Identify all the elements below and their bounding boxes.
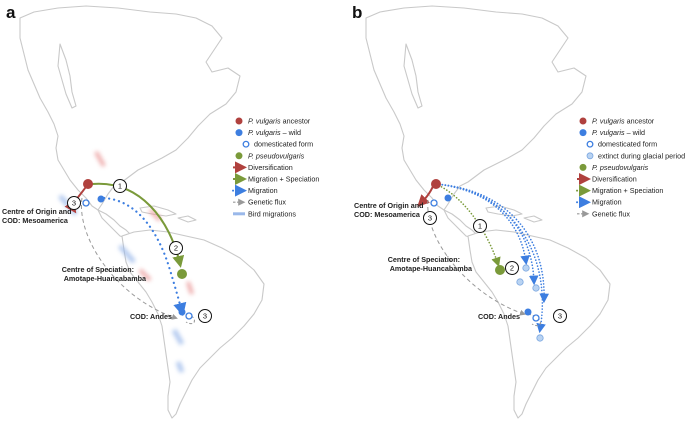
legend-item: P. vulgaris – wild [579, 128, 645, 137]
cod-andes-label: COD: Andes [130, 312, 172, 321]
legend-item: Genetic flux [577, 209, 630, 218]
legend-symbol [586, 140, 594, 148]
svg-text:3: 3 [72, 199, 76, 208]
legend-symbol [579, 129, 587, 137]
legend-b: P. vulgaris ancestor P. vulgaris – wild do… [576, 117, 685, 218]
marker-1-b: 1 [473, 219, 487, 233]
svg-text:2: 2 [510, 264, 514, 273]
extinct-dot [536, 334, 544, 342]
legend-label: P. vulgaris – wild [592, 128, 645, 137]
legend-label: Migration [592, 198, 622, 207]
wild-dot-andes [178, 308, 186, 316]
panel-a: a 1 2 3 3 Centre of Orig [2, 3, 319, 419]
svg-text:1: 1 [478, 222, 482, 231]
legend-label: Migration [248, 186, 278, 195]
legend-item: Migration + Speciation [576, 184, 663, 197]
legend-label: Bird migrations [248, 209, 296, 218]
origin-label-line2: COD: Mesoamerica [2, 216, 69, 225]
speciation-label-line2: Amotape-Huancabamba [64, 274, 147, 283]
domesticated-dot-andes-b [532, 314, 540, 322]
legend-item: Migration + Speciation [233, 173, 319, 185]
wild-dot [97, 195, 105, 203]
legend-symbol [242, 140, 250, 148]
domesticated-dot-andes [185, 312, 193, 320]
legend-symbol [579, 117, 587, 125]
panel-a-letter: a [6, 3, 16, 22]
legend-item: Migration [576, 196, 622, 209]
cod-andes-label-b: COD: Andes [478, 312, 520, 321]
legend-item: domesticated form [242, 140, 313, 149]
pseudovulgaris-dot-b [495, 265, 505, 275]
legend-label: domesticated form [254, 140, 313, 149]
legend-symbol [579, 163, 587, 171]
legend-label: Migration + Speciation [592, 186, 663, 195]
genetic-flux-arrow [80, 197, 178, 320]
ancestor-dot [83, 179, 93, 189]
legend-label: Genetic flux [592, 209, 630, 218]
marker-2-b: 2 [505, 261, 519, 275]
svg-text:2: 2 [174, 244, 178, 253]
panel-b-letter: b [352, 3, 362, 22]
legend-item: P. pseudovulgaris [235, 151, 305, 160]
marker-3-b: 3 [423, 211, 437, 225]
domesticated-dot [82, 199, 90, 207]
legend-item: P. vulgaris ancestor [579, 117, 655, 126]
panel-b: b 1 2 3 3 Centre of Origin and COD: Meso… [352, 3, 685, 419]
legend-symbol [235, 129, 243, 137]
legend-label: Genetic flux [248, 198, 286, 207]
legend-label: Diversification [592, 175, 637, 184]
svg-text:3: 3 [203, 312, 207, 321]
domesticated-dot-b [430, 199, 438, 207]
extinct-dot [522, 264, 530, 272]
legend-label: P. vulgaris ancestor [248, 117, 311, 126]
marker-3-andes-b: 3 [553, 309, 567, 323]
legend-item: P. vulgaris ancestor [235, 117, 311, 126]
genetic-flux-loop [181, 311, 195, 325]
legend-symbol [586, 152, 594, 160]
legend-item: domesticated form [586, 140, 657, 149]
marker-3: 3 [67, 196, 81, 210]
legend-label: Diversification [248, 163, 293, 172]
legend-item: Genetic flux [233, 198, 286, 207]
legend-item: Migration [232, 184, 278, 197]
legend-label: P. vulgaris ancestor [592, 117, 655, 126]
marker-3-andes: 3 [198, 309, 212, 323]
legend-label: P. pseudovulgaris [248, 151, 305, 160]
legend-label: Migration + Speciation [248, 175, 319, 184]
svg-text:3: 3 [558, 312, 562, 321]
ancestor-dot-b [431, 179, 441, 189]
legend-item: Diversification [233, 161, 293, 174]
wild-dot-b [444, 194, 452, 202]
legend-item: Bird migrations [233, 209, 296, 218]
legend-symbol [235, 117, 243, 125]
speciation-label-line1: Centre of Speciation: [62, 265, 134, 274]
speciation-label-line1-b: Centre of Speciation: [388, 255, 460, 264]
extinct-dot [532, 284, 540, 292]
speciation-label-line2-b: Amotape-Huancabamba [390, 264, 473, 273]
legend-label: domesticated form [598, 140, 657, 149]
legend-symbol [235, 152, 243, 160]
svg-text:3: 3 [428, 214, 432, 223]
legend-label: P. pseudovulgaris [592, 163, 649, 172]
legend-item: P. vulgaris – wild [235, 128, 301, 137]
extinct-dot [516, 278, 524, 286]
wild-dot-andes-b [524, 308, 532, 316]
marker-2: 2 [169, 241, 183, 255]
legend-a: P. vulgaris ancestor P. vulgaris – wild do… [232, 117, 319, 218]
legend-item: extinct during glacial periods [586, 151, 685, 160]
bird-migration-streaks [58, 151, 194, 373]
legend-item: P. pseudovulgaris [579, 163, 649, 172]
marker-1: 1 [113, 179, 127, 193]
origin-label-line2-b: COD: Mesoamerica [354, 210, 421, 219]
legend-label: extinct during glacial periods [598, 151, 685, 160]
svg-text:1: 1 [118, 182, 122, 191]
legend-item: Diversification [577, 173, 637, 185]
legend-label: P. vulgaris – wild [248, 128, 301, 137]
origin-label-line1-b: Centre of Origin and [354, 201, 423, 210]
origin-label-line1: Centre of Origin and [2, 207, 71, 216]
pseudovulgaris-dot [177, 269, 187, 279]
